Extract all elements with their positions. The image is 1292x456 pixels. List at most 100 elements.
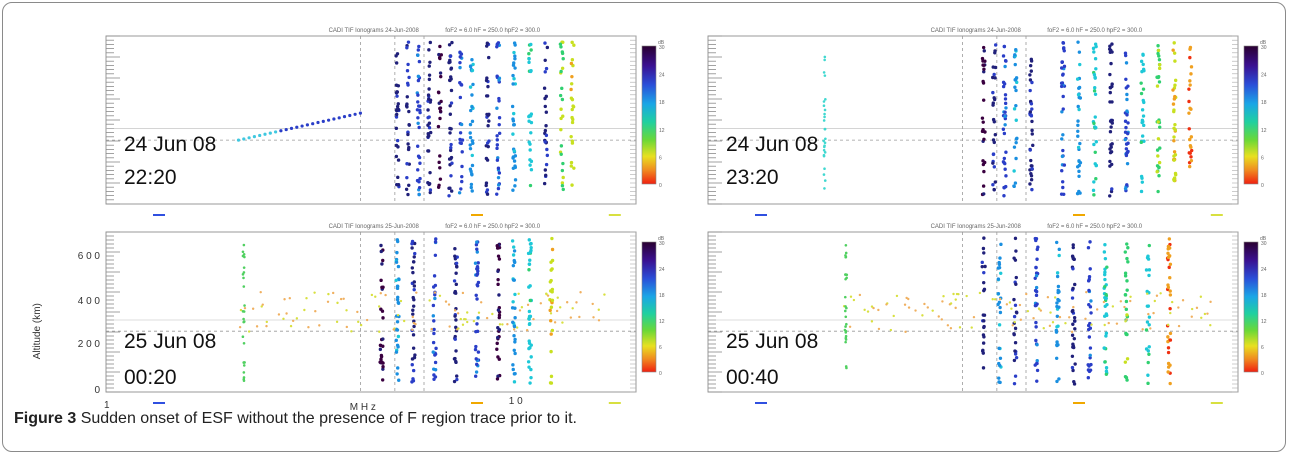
echo-point [475, 322, 479, 326]
echo-point [1002, 156, 1007, 161]
echo-point [247, 136, 251, 140]
echo-point [1035, 343, 1039, 347]
bottom-marker [153, 214, 165, 216]
echo-point [1062, 64, 1067, 69]
echo-point [1104, 334, 1108, 338]
echo-point [394, 350, 399, 354]
echo-point [495, 74, 499, 78]
echo-point [1059, 84, 1064, 89]
echo-point [1033, 288, 1038, 293]
echo-point [1012, 184, 1016, 188]
echo-point [326, 300, 330, 304]
echo-point [946, 324, 950, 327]
echo-point [496, 166, 501, 170]
echo-point [1055, 379, 1059, 384]
echo-point [1109, 189, 1114, 194]
echo-point [426, 149, 430, 153]
echo-point [844, 277, 847, 281]
echo-point [1156, 189, 1160, 194]
echo-point [822, 173, 826, 176]
echo-point [1030, 107, 1034, 111]
echo-point [1092, 180, 1096, 184]
echo-point [1071, 243, 1075, 247]
echo-point [412, 324, 416, 329]
echo-point [359, 323, 363, 327]
echo-point [993, 43, 998, 47]
echo-point [468, 64, 473, 68]
echo-point [1076, 104, 1080, 109]
echo-point [1001, 127, 1006, 131]
echo-point [461, 291, 465, 295]
echo-point [823, 141, 827, 145]
echo-point [1093, 42, 1098, 46]
colorbar-label: 0 [1261, 371, 1264, 377]
echo-point [1155, 169, 1159, 174]
echo-point [1039, 309, 1043, 312]
echo-point [1014, 140, 1018, 145]
bottom-marker [471, 214, 483, 216]
echo-point [1029, 174, 1034, 178]
echo-point [265, 320, 269, 324]
bottom-marker [1210, 214, 1223, 216]
echo-point [548, 280, 553, 284]
echo-point [406, 40, 411, 44]
echo-point [1057, 253, 1061, 258]
echo-point [395, 297, 400, 302]
echo-point [379, 278, 383, 283]
echo-point [1190, 148, 1194, 153]
echo-point [543, 173, 548, 177]
echo-point [411, 308, 415, 312]
echo-point [1003, 101, 1008, 106]
echo-point [559, 69, 563, 74]
panel-params: foF2 = 6.0 hF = 250.0 hpF2 = 300.0 [445, 28, 541, 34]
panel-title: CADI TIF Ionograms 24-Jun-2008 [329, 28, 420, 34]
echo-point [1029, 69, 1033, 73]
echo-point [981, 81, 986, 85]
echo-point [470, 93, 474, 97]
echo-point [512, 328, 516, 331]
echo-point [447, 43, 452, 47]
colorbar-unit: dB [658, 236, 665, 242]
echo-point [1013, 303, 1018, 307]
echo-point [512, 149, 517, 153]
echo-point [996, 302, 1000, 307]
echo-point [1156, 154, 1160, 158]
echo-point [1048, 324, 1052, 328]
echo-point [892, 314, 895, 318]
echo-point [458, 60, 462, 65]
echo-point [549, 305, 554, 309]
echo-point [527, 238, 531, 242]
echo-point [474, 357, 478, 361]
echo-point [342, 115, 347, 119]
echo-point [1071, 368, 1075, 373]
colorbar-label: 18 [659, 293, 665, 299]
echo-point [980, 116, 985, 120]
echo-point [1173, 153, 1178, 157]
echo-point [438, 109, 443, 114]
echo-point [449, 174, 453, 178]
echo-point [1159, 292, 1162, 295]
echo-point [982, 63, 986, 67]
echo-point [1125, 183, 1129, 187]
echo-point [1030, 119, 1034, 124]
echo-point [468, 85, 473, 89]
echo-point [416, 144, 420, 148]
echo-point [497, 315, 501, 320]
echo-point [1072, 315, 1077, 320]
echo-point [1110, 100, 1114, 104]
echo-point [415, 291, 418, 294]
echo-point [1087, 275, 1092, 279]
echo-point [1153, 299, 1157, 303]
echo-point [495, 377, 500, 381]
echo-point [1124, 307, 1129, 312]
echo-point [1124, 61, 1129, 65]
echo-point [513, 371, 517, 376]
echo-point [549, 374, 554, 379]
echo-point [529, 367, 533, 372]
echo-point [395, 320, 400, 324]
colorbar [641, 241, 657, 373]
echo-point [484, 78, 489, 83]
echo-point [997, 380, 1001, 384]
echo-point [1071, 245, 1075, 250]
echo-point [1147, 268, 1152, 272]
